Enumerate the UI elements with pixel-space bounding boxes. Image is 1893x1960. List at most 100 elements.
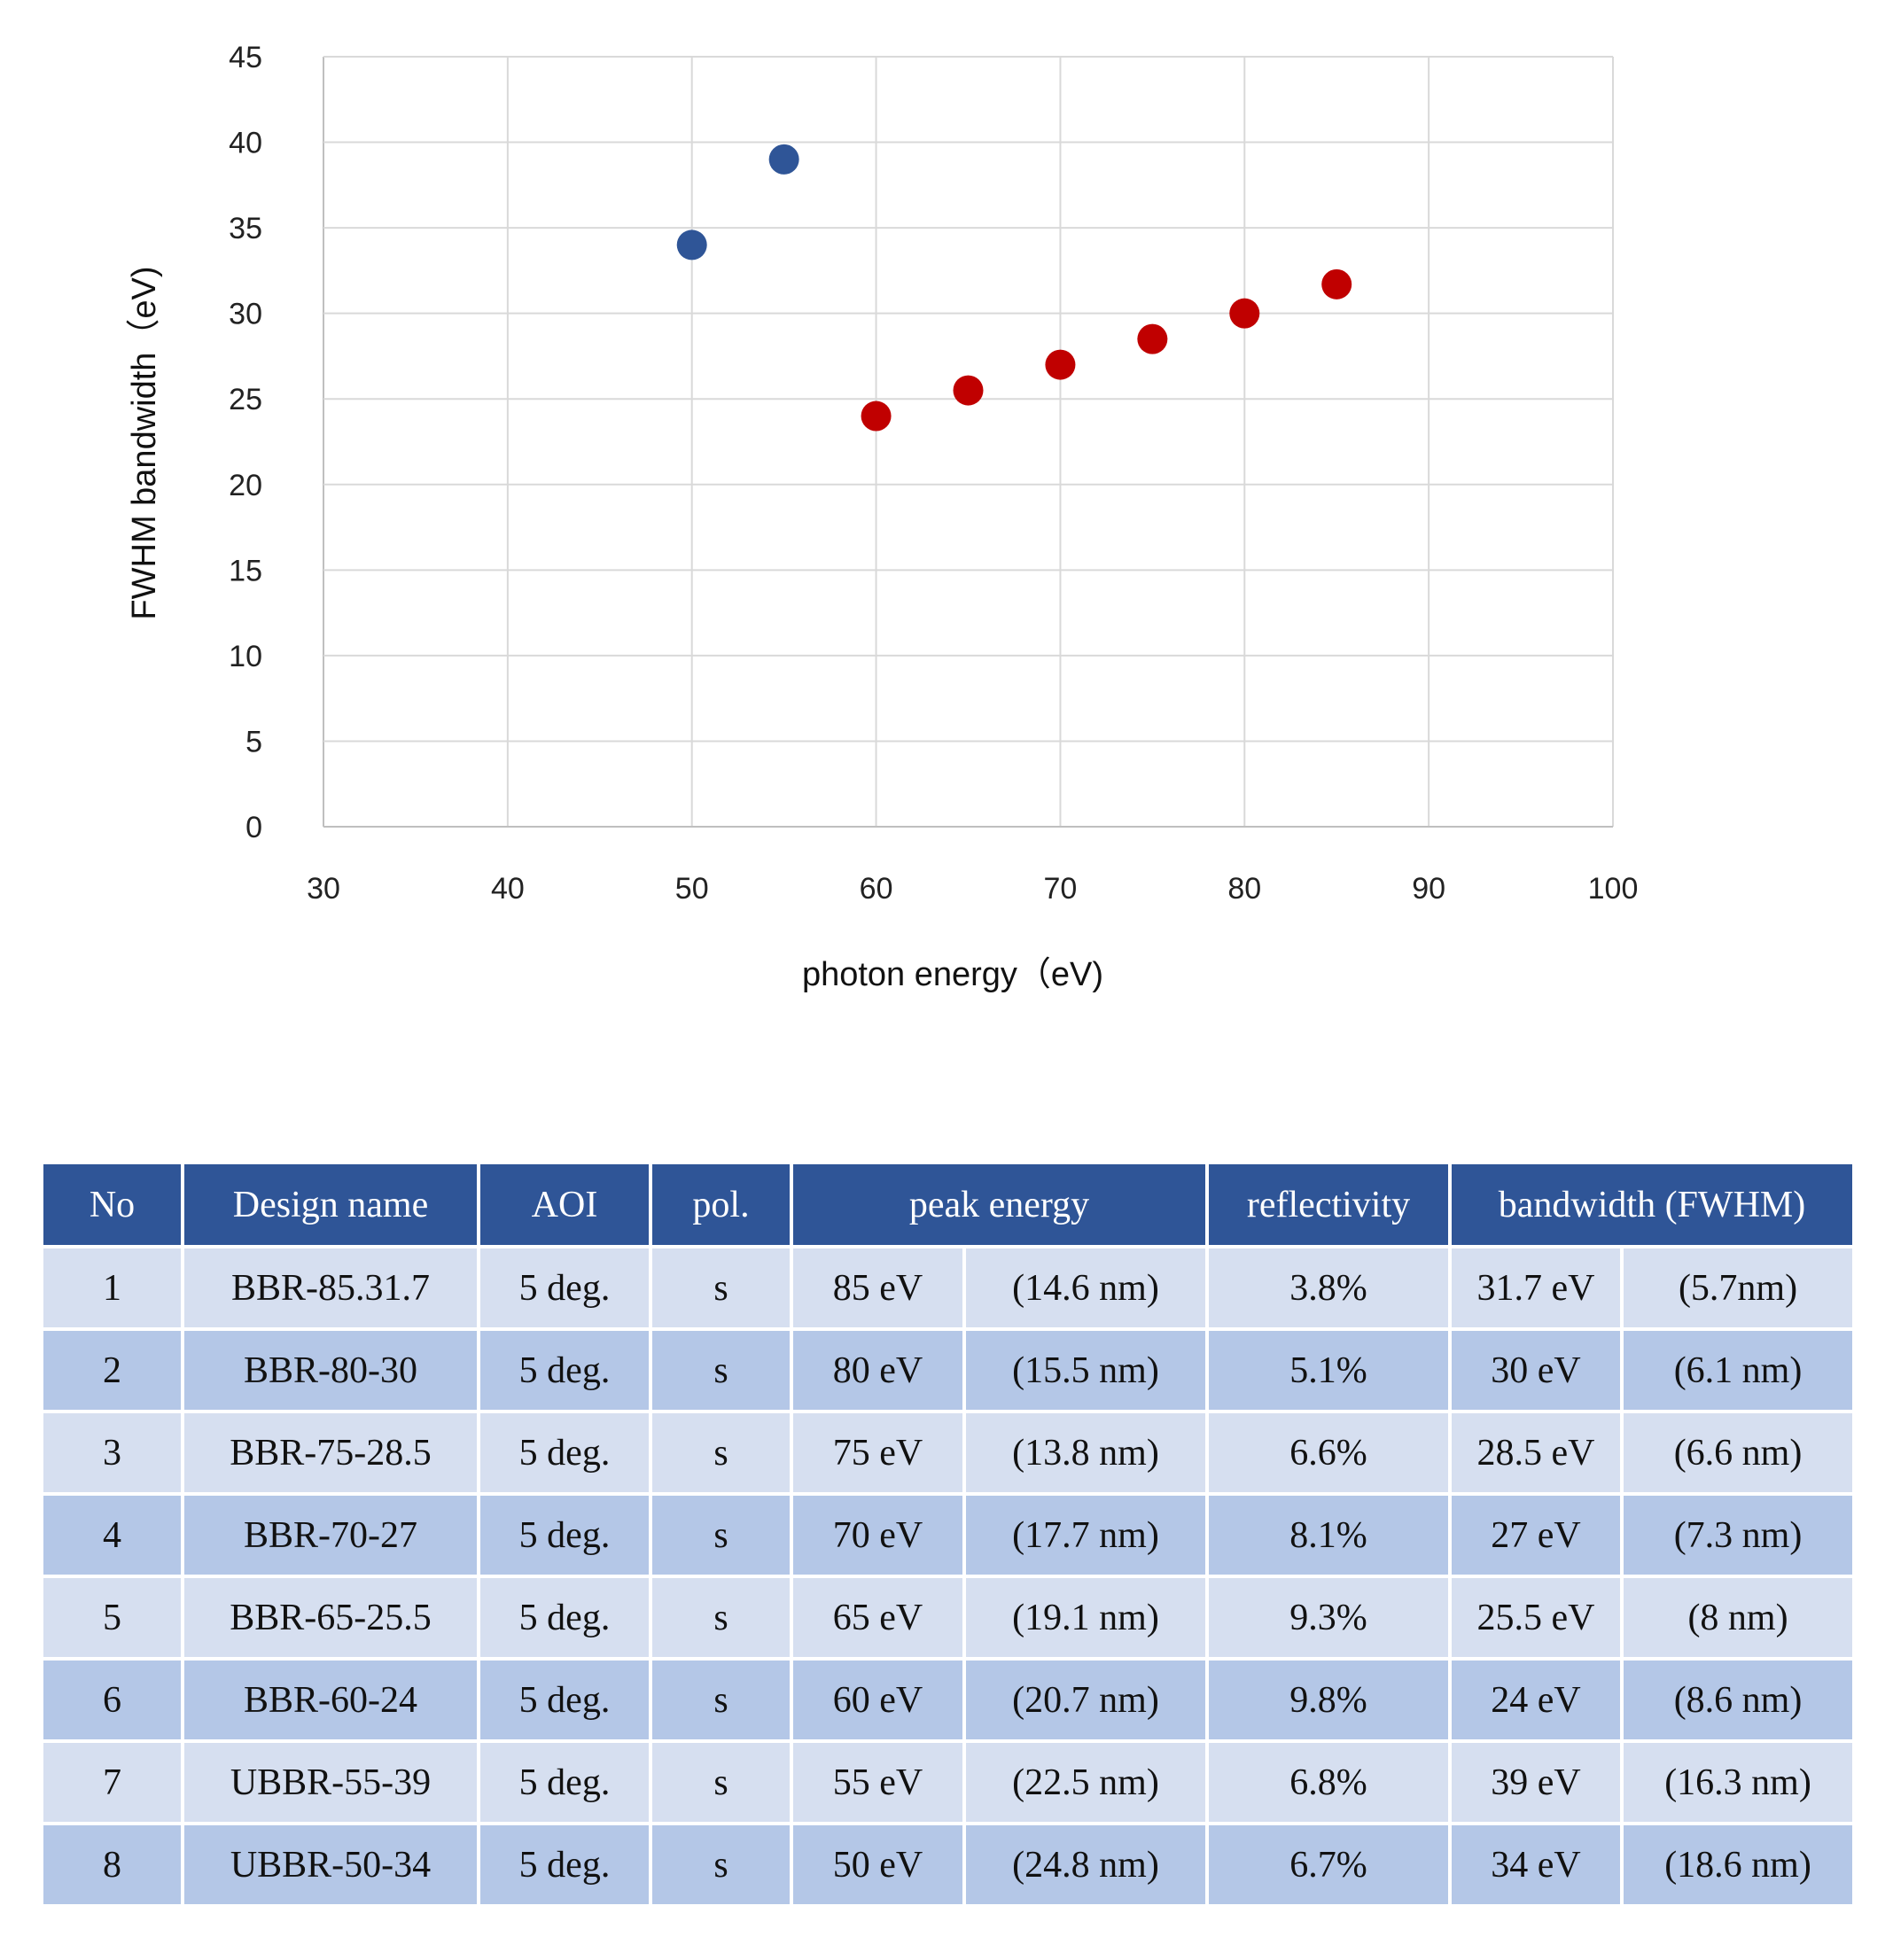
cell-no: 2 [43,1331,181,1410]
cell-bandwidth-nm: (5.7nm) [1624,1248,1853,1327]
cell-no: 5 [43,1578,181,1657]
y-tick-label: 30 [229,298,262,331]
y-tick-label: 25 [229,383,262,416]
table-row: 8 UBBR-50-34 5 deg. s 50 eV (24.8 nm) 6.7% 34 e… [43,1825,1853,1904]
cell-bandwidth-ev: 34 eV [1452,1825,1621,1904]
cell-bandwidth-ev: 25.5 eV [1452,1578,1621,1657]
cell-reflectivity: 6.7% [1209,1825,1449,1904]
cell-reflectivity: 3.8% [1209,1248,1449,1327]
data-point [1045,349,1076,380]
cell-pol: s [652,1331,790,1410]
cell-design-name: UBBR-50-34 [184,1825,477,1904]
cell-bandwidth-ev: 28.5 eV [1452,1413,1621,1492]
cell-peak-energy-nm: (22.5 nm) [966,1743,1206,1822]
cell-bandwidth-ev: 30 eV [1452,1331,1621,1410]
y-axis-ticks: 0 5 10 15 20 25 30 35 40 45 [229,41,262,844]
table-row: 1 BBR-85.31.7 5 deg. s 85 eV (14.6 nm) 3.8% 31.… [43,1248,1853,1327]
cell-peak-energy-ev: 55 eV [793,1743,962,1822]
cell-peak-energy-nm: (14.6 nm) [966,1248,1206,1327]
cell-no: 7 [43,1743,181,1822]
cell-aoi: 5 deg. [480,1825,649,1904]
design-table-wrap: No Design name AOI pol. peak energy refl… [40,1161,1853,1908]
cell-peak-energy-ev: 75 eV [793,1413,962,1492]
cell-aoi: 5 deg. [480,1743,649,1822]
cell-peak-energy-ev: 80 eV [793,1331,962,1410]
cell-peak-energy-ev: 50 eV [793,1825,962,1904]
x-tick-label: 30 [307,872,340,906]
cell-bandwidth-ev: 31.7 eV [1452,1248,1621,1327]
cell-bandwidth-nm: (8 nm) [1624,1578,1853,1657]
table-body: 1 BBR-85.31.7 5 deg. s 85 eV (14.6 nm) 3.8% 31.… [43,1248,1853,1904]
header-pol: pol. [652,1164,790,1245]
cell-reflectivity: 5.1% [1209,1331,1449,1410]
cell-bandwidth-ev: 24 eV [1452,1661,1621,1739]
cell-design-name: BBR-75-28.5 [184,1413,477,1492]
cell-pol: s [652,1578,790,1657]
cell-bandwidth-nm: (6.1 nm) [1624,1331,1853,1410]
table-header-row: No Design name AOI pol. peak energy refl… [43,1164,1853,1245]
x-tick-label: 80 [1227,872,1261,906]
header-no: No [43,1164,181,1245]
cell-aoi: 5 deg. [480,1413,649,1492]
cell-peak-energy-nm: (20.7 nm) [966,1661,1206,1739]
cell-pol: s [652,1825,790,1904]
scatter-chart: 30 40 50 60 70 80 90 100 0 5 10 15 20 25 30 35 40 45 pho… [126,41,1638,993]
cell-design-name: UBBR-55-39 [184,1743,477,1822]
design-table: No Design name AOI pol. peak energy refl… [40,1161,1856,1908]
cell-bandwidth-nm: (6.6 nm) [1624,1413,1853,1492]
y-axis-title: FWHM bandwidth（eV) [126,266,163,619]
cell-bandwidth-nm: (8.6 nm) [1624,1661,1853,1739]
cell-aoi: 5 deg. [480,1331,649,1410]
table-row: 2 BBR-80-30 5 deg. s 80 eV (15.5 nm) 5.1% 30 eV… [43,1331,1853,1410]
y-tick-label: 45 [229,41,262,74]
cell-design-name: BBR-65-25.5 [184,1578,477,1657]
y-tick-label: 15 [229,554,262,587]
cell-pol: s [652,1661,790,1739]
x-axis-title: photon energy（eV) [802,956,1103,993]
table-row: 6 BBR-60-24 5 deg. s 60 eV (20.7 nm) 9.8% 24 eV… [43,1661,1853,1739]
cell-reflectivity: 6.8% [1209,1743,1449,1822]
table-row: 5 BBR-65-25.5 5 deg. s 65 eV (19.1 nm) 9.3% 25.… [43,1578,1853,1657]
cell-no: 1 [43,1248,181,1327]
x-tick-label: 90 [1412,872,1445,906]
data-point [953,375,984,406]
header-aoi: AOI [480,1164,649,1245]
table-row: 4 BBR-70-27 5 deg. s 70 eV (17.7 nm) 8.1% 27 eV… [43,1496,1853,1575]
cell-peak-energy-nm: (13.8 nm) [966,1413,1206,1492]
cell-peak-energy-ev: 65 eV [793,1578,962,1657]
x-tick-label: 100 [1588,872,1639,906]
cell-pol: s [652,1248,790,1327]
cell-design-name: BBR-80-30 [184,1331,477,1410]
cell-bandwidth-ev: 39 eV [1452,1743,1621,1822]
cell-peak-energy-ev: 70 eV [793,1496,962,1575]
cell-no: 4 [43,1496,181,1575]
data-point [768,144,799,175]
cell-aoi: 5 deg. [480,1661,649,1739]
cell-aoi: 5 deg. [480,1248,649,1327]
cell-no: 8 [43,1825,181,1904]
x-tick-label: 50 [675,872,709,906]
chart-grid [323,56,1614,828]
cell-bandwidth-nm: (16.3 nm) [1624,1743,1853,1822]
cell-peak-energy-nm: (15.5 nm) [966,1331,1206,1410]
cell-no: 3 [43,1413,181,1492]
x-axis-ticks: 30 40 50 60 70 80 90 100 [307,872,1638,906]
cell-peak-energy-nm: (19.1 nm) [966,1578,1206,1657]
cell-peak-energy-nm: (24.8 nm) [966,1825,1206,1904]
y-tick-label: 35 [229,212,262,245]
y-tick-label: 5 [245,725,262,758]
cell-reflectivity: 9.8% [1209,1661,1449,1739]
cell-reflectivity: 8.1% [1209,1496,1449,1575]
y-tick-label: 10 [229,640,262,673]
x-tick-label: 60 [860,872,893,906]
cell-pol: s [652,1413,790,1492]
cell-reflectivity: 9.3% [1209,1578,1449,1657]
y-tick-label: 40 [229,127,262,160]
cell-aoi: 5 deg. [480,1578,649,1657]
cell-bandwidth-nm: (7.3 nm) [1624,1496,1853,1575]
cell-design-name: BBR-70-27 [184,1496,477,1575]
cell-design-name: BBR-85.31.7 [184,1248,477,1327]
x-tick-label: 70 [1044,872,1078,906]
data-point [676,229,707,261]
cell-bandwidth-nm: (18.6 nm) [1624,1825,1853,1904]
